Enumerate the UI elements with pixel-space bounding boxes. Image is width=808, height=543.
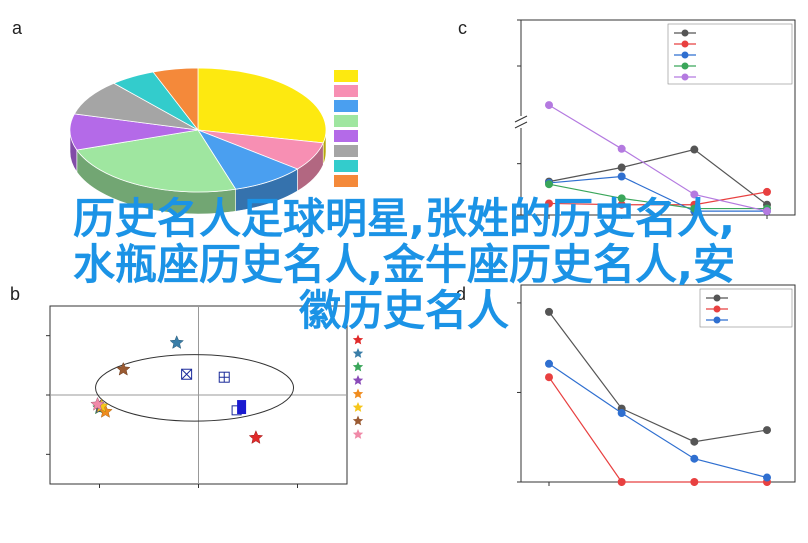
series-point-0 xyxy=(690,145,699,154)
line-legend xyxy=(667,23,793,85)
series-line-2 xyxy=(548,175,767,212)
legend-marker-2 xyxy=(713,316,721,324)
pca-legend-star-1 xyxy=(352,348,364,358)
series-line-4 xyxy=(548,104,768,212)
series-point-4 xyxy=(617,144,626,153)
legend-swatch-benzene xyxy=(334,130,358,142)
series-line-0 xyxy=(548,148,768,206)
series-line-1 xyxy=(548,191,768,206)
series-line-3 xyxy=(548,183,767,210)
volatile-star-1 xyxy=(169,335,185,349)
pie-slice-alcohols xyxy=(76,129,237,193)
legend-marker-4 xyxy=(681,73,689,81)
legend-marker-3 xyxy=(681,62,689,70)
pca-legend xyxy=(352,334,364,439)
pca-legend-star-6 xyxy=(352,415,364,426)
series-point-1 xyxy=(763,187,771,196)
series-point-1 xyxy=(545,199,553,208)
series-line-2 xyxy=(548,363,768,479)
panel-label-c: c xyxy=(458,18,467,38)
legend-swatch-lactones xyxy=(334,160,358,172)
legend-swatch-alcohols xyxy=(334,115,358,127)
series-line-0 xyxy=(548,311,768,443)
overlay-line-1: 历史名人足球明星,张姓的历史名人, xyxy=(73,194,735,243)
series-point-3 xyxy=(690,204,699,213)
pca-chart xyxy=(46,305,348,488)
legend-swatch-others xyxy=(334,175,358,187)
series-point-1 xyxy=(617,478,626,486)
series-point-0 xyxy=(690,437,699,446)
series-point-2 xyxy=(545,359,553,368)
panel-label-b: b xyxy=(10,284,20,304)
series-point-0 xyxy=(617,163,626,172)
series-point-0 xyxy=(545,307,553,316)
legend-marker-0 xyxy=(681,29,689,37)
legend-marker-1 xyxy=(713,305,721,313)
legend-marker-1 xyxy=(681,40,689,48)
legend-swatch-aldehydes xyxy=(334,70,358,82)
series-point-4 xyxy=(763,207,771,216)
overlay-title[interactable]: 历史名人足球明星,张姓的历史名人, 水瓶座历史名人,金牛座历史名人,安 徽历史名… xyxy=(0,196,808,334)
legend-swatch-ketone xyxy=(334,85,358,97)
sample-marker-s4 xyxy=(237,400,247,415)
series-point-4 xyxy=(545,101,553,110)
series-point-3 xyxy=(617,194,626,203)
sample-plus-s2 xyxy=(219,372,230,383)
sample-marker-s1 xyxy=(181,368,193,380)
sample-cross-s1 xyxy=(181,368,192,380)
pie-slice-aldehydes xyxy=(197,67,327,144)
pca-legend-star-5 xyxy=(352,402,364,412)
line-chart-d xyxy=(517,284,796,486)
pie-slice-benzene xyxy=(69,113,199,151)
series-point-2 xyxy=(617,409,626,418)
series-point-2 xyxy=(690,454,699,463)
pie-chart xyxy=(69,67,327,215)
legend-swatch-alkenes xyxy=(334,145,358,157)
volatile-star-7 xyxy=(90,396,105,411)
pca-legend-star-2 xyxy=(352,361,364,372)
series-point-4 xyxy=(690,190,699,199)
volatile-star-6 xyxy=(115,361,131,376)
series-point-1 xyxy=(617,200,626,209)
pie-slice-esters xyxy=(197,129,299,190)
pca-legend-star-7 xyxy=(352,429,364,439)
series-point-3 xyxy=(545,180,553,189)
pie-slice-alkenes xyxy=(73,82,199,131)
pie-legend xyxy=(334,70,358,187)
legend-swatch-esters xyxy=(334,100,358,112)
legend-box xyxy=(667,23,793,85)
pca-legend-star-4 xyxy=(352,388,364,399)
legend-marker-2 xyxy=(681,51,689,59)
line-legend xyxy=(699,288,793,328)
axis-break-gap xyxy=(515,116,527,128)
panel-label-d: d xyxy=(456,284,466,304)
pie-slice-others xyxy=(152,67,199,132)
series-point-1 xyxy=(545,373,553,382)
overlay-line-2: 水瓶座历史名人,金牛座历史名人,安 xyxy=(73,240,735,289)
axis-break-mark xyxy=(514,115,528,129)
volatile-star-0 xyxy=(248,430,264,444)
pca-legend-star-3 xyxy=(352,375,364,385)
series-line-1 xyxy=(548,376,767,483)
pca-legend-star-0 xyxy=(352,334,364,345)
series-point-2 xyxy=(617,172,626,181)
series-point-1 xyxy=(690,478,699,486)
series-point-0 xyxy=(763,426,771,435)
overlay-line-3: 徽历史名人 xyxy=(298,286,509,335)
panel-label-a: a xyxy=(12,18,23,38)
line-chart-c xyxy=(514,19,796,219)
pca-ellipse xyxy=(95,354,295,422)
series-point-2 xyxy=(763,473,771,482)
legend-marker-0 xyxy=(713,294,721,302)
